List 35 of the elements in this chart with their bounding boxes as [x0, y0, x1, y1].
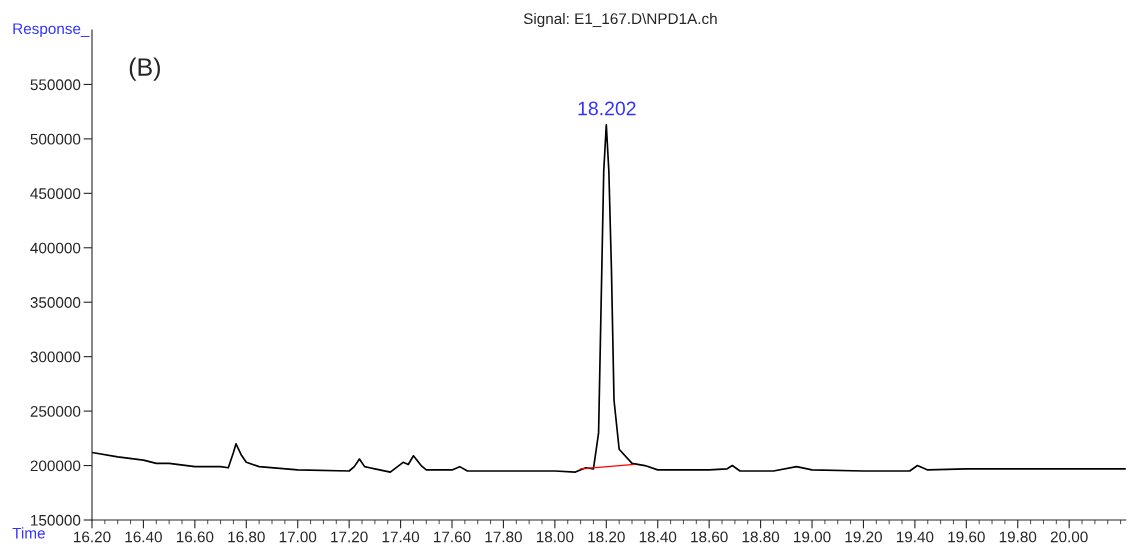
x-tick-label: 19.00	[794, 531, 831, 543]
y-tick-label: 450000	[30, 188, 81, 200]
annotation: 18.202	[578, 101, 636, 116]
y-tick-label: 500000	[30, 133, 81, 145]
x-tick-label: 18.40	[639, 531, 677, 543]
x-tick-label: 18.20	[588, 531, 625, 543]
y-tick-label: 350000	[30, 297, 81, 308]
x-tick-label: 17.80	[485, 531, 522, 543]
x-tick-label: 17.40	[382, 531, 420, 543]
y-tick-label: 550000	[30, 79, 81, 91]
x-tick-label: 16.80	[228, 531, 265, 543]
x-tick-label: 17.20	[331, 531, 368, 543]
x-tick-label: 20.00	[1050, 531, 1088, 543]
y-tick-label: 150000	[31, 514, 81, 526]
y-tick-label: 200000	[30, 460, 81, 472]
x-tick-label: 18.60	[691, 531, 728, 543]
annotation: (B)	[129, 57, 160, 81]
chart-title: Signal: E1_167.D\NPD1A.ch	[523, 12, 717, 28]
y-tick-label: 400000	[30, 242, 81, 254]
x-tick-label: 17.60	[434, 531, 471, 543]
y-tick-label: 250000	[30, 405, 81, 417]
y-tick-label: 300000	[30, 351, 81, 363]
x-tick-label: 16.40	[125, 531, 162, 543]
x-tick-label: 17.00	[279, 531, 317, 543]
x-tick-label: 19.60	[948, 531, 985, 543]
x-tick-label: 19.20	[845, 531, 882, 543]
line-series	[92, 123, 1126, 473]
x-tick-label: 19.80	[999, 531, 1037, 543]
x-tick-label: 19.40	[896, 531, 934, 543]
x-tick-label: 18.00	[536, 531, 574, 543]
x-tick-label: 16.60	[176, 531, 214, 543]
x-tick-label: 18.80	[742, 531, 780, 543]
x-axis-title: Time	[12, 527, 45, 539]
x-tick-label: 16.20	[74, 531, 111, 543]
y-axis-title: Response_	[13, 23, 90, 38]
